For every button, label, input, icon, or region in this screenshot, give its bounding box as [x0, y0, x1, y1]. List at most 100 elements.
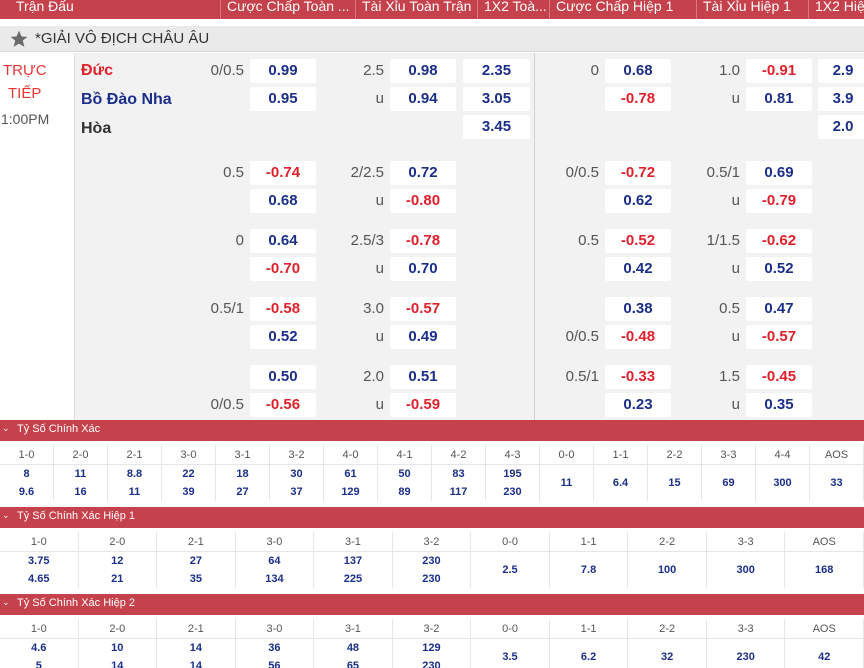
h1-odds-2-0[interactable]: -0.52 [605, 229, 671, 253]
hdp-odds-3-0[interactable]: -0.58 [250, 297, 316, 321]
h1ou-odds-4-1[interactable]: 0.35 [746, 393, 812, 417]
h1-odds-3-0[interactable]: 0.38 [605, 297, 671, 321]
h1ou-odds-1-0[interactable]: 0.69 [746, 161, 812, 185]
score-odds[interactable]: 100 [657, 564, 677, 576]
h1ou-odds-3-1[interactable]: -0.57 [746, 325, 812, 349]
col-1x2-h1[interactable]: 1X2 Hiệp [808, 0, 864, 19]
score-odds[interactable]: 15 [668, 477, 681, 489]
h1-odds-0-0[interactable]: 0.68 [605, 59, 671, 83]
score-odds-top[interactable]: 8 [23, 468, 30, 480]
col-match[interactable]: Trận Đấu [16, 0, 74, 14]
score-odds-top[interactable]: 137 [343, 555, 363, 567]
score-odds-top[interactable]: 12 [111, 555, 124, 567]
score-odds-bottom[interactable]: 9.6 [18, 486, 35, 498]
score-odds[interactable]: 3.5 [502, 651, 518, 663]
odds-1x2-draw[interactable]: 3.45 [463, 115, 530, 139]
h1-odds-4-1[interactable]: 0.23 [605, 393, 671, 417]
score-odds-top[interactable]: 129 [422, 642, 441, 654]
score-odds[interactable]: 300 [773, 477, 792, 489]
h1-odds-0-1[interactable]: -0.78 [605, 87, 671, 111]
col-1x2-full[interactable]: 1X2 Toà... [477, 0, 549, 19]
col-handicap-h1[interactable]: Cược Chấp Hiệp 1 [549, 0, 696, 19]
h1-odds-1-0[interactable]: -0.72 [605, 161, 671, 185]
score-odds-top[interactable]: 83 [452, 468, 465, 480]
section-header-correct-score-h1[interactable]: ⌄ Tỷ Số Chính Xác Hiệp 1 [0, 507, 864, 528]
h1-odds-2-1[interactable]: 0.42 [605, 257, 671, 281]
score-odds-bottom[interactable]: 14 [189, 660, 202, 668]
score-odds-top[interactable]: 3.75 [28, 555, 50, 567]
hdp-odds-2-1[interactable]: -0.70 [250, 257, 316, 281]
h1ou-odds-3-0[interactable]: 0.47 [746, 297, 812, 321]
ou-odds-0-1[interactable]: 0.94 [390, 87, 456, 111]
score-odds-bottom[interactable]: 89 [398, 486, 411, 498]
score-odds-bottom[interactable]: 129 [341, 486, 360, 498]
hdp-odds-0-1[interactable]: 0.95 [250, 87, 316, 111]
score-odds[interactable]: 42 [818, 651, 831, 663]
score-odds-bottom[interactable]: 27 [236, 486, 249, 498]
hdp-odds-0-0[interactable]: 0.99 [250, 59, 316, 83]
score-odds-bottom[interactable]: 56 [268, 660, 281, 668]
col-over-under-full[interactable]: Tài Xỉu Toàn Trận [355, 0, 477, 19]
home-team[interactable]: Đức [81, 62, 114, 79]
score-odds-top[interactable]: 4.6 [31, 642, 47, 654]
hdp-odds-1-1[interactable]: 0.68 [250, 189, 316, 213]
h1ou-odds-1-1[interactable]: -0.79 [746, 189, 812, 213]
score-odds-bottom[interactable]: 16 [74, 486, 87, 498]
ou-odds-3-1[interactable]: 0.49 [390, 325, 456, 349]
chevron-down-icon[interactable]: ⌄ [2, 510, 10, 520]
h1ou-odds-2-1[interactable]: 0.52 [746, 257, 812, 281]
ou-odds-0-0[interactable]: 0.98 [390, 59, 456, 83]
h1ou-odds-0-0[interactable]: -0.91 [746, 59, 812, 83]
ou-odds-4-0[interactable]: 0.51 [390, 365, 456, 389]
star-icon[interactable] [9, 29, 29, 49]
score-odds-top[interactable]: 18 [236, 468, 249, 480]
hdp-odds-3-1[interactable]: 0.52 [250, 325, 316, 349]
score-odds-top[interactable]: 61 [344, 468, 357, 480]
score-odds-bottom[interactable]: 225 [343, 573, 363, 585]
score-odds-bottom[interactable]: 230 [422, 660, 441, 668]
chevron-down-icon[interactable]: ⌄ [2, 423, 10, 433]
score-odds-bottom[interactable]: 230 [422, 573, 441, 585]
hdp-odds-4-1[interactable]: -0.56 [250, 393, 316, 417]
score-odds-bottom[interactable]: 14 [111, 660, 124, 668]
col-over-under-h1[interactable]: Tài Xỉu Hiệp 1 [696, 0, 808, 19]
odds-1x2-away[interactable]: 3.05 [463, 87, 530, 111]
score-odds-top[interactable]: 27 [189, 555, 202, 567]
score-odds-top[interactable]: 48 [346, 642, 360, 654]
score-odds-top[interactable]: 30 [290, 468, 303, 480]
section-header-correct-score-h2[interactable]: ⌄ Tỷ Số Chính Xác Hiệp 2 [0, 594, 864, 615]
score-odds[interactable]: 300 [736, 564, 755, 576]
ou-odds-4-1[interactable]: -0.59 [390, 393, 456, 417]
h1ou-odds-4-0[interactable]: -0.45 [746, 365, 812, 389]
ou-odds-2-1[interactable]: 0.70 [390, 257, 456, 281]
score-odds-bottom[interactable]: 35 [189, 573, 202, 585]
score-odds[interactable]: 7.8 [580, 564, 597, 576]
h1-odds-3-1[interactable]: -0.48 [605, 325, 671, 349]
score-odds[interactable]: 168 [815, 564, 834, 576]
odds-1x2-h1-draw[interactable]: 2.0 [818, 115, 864, 139]
score-odds[interactable]: 6.4 [612, 477, 629, 489]
score-odds-top[interactable]: 195 [503, 468, 522, 480]
score-odds-bottom[interactable]: 230 [503, 486, 522, 498]
odds-1x2-h1-home[interactable]: 2.9 [818, 59, 864, 83]
section-header-correct-score[interactable]: ⌄ Tỷ Số Chính Xác [0, 420, 864, 441]
score-odds-top[interactable]: 11 [74, 468, 87, 480]
odds-1x2-home[interactable]: 2.35 [463, 59, 530, 83]
score-odds-top[interactable]: 8.8 [126, 468, 143, 480]
ou-odds-3-0[interactable]: -0.57 [390, 297, 456, 321]
col-handicap-full[interactable]: Cược Chấp Toàn ... [220, 0, 355, 19]
h1ou-odds-2-0[interactable]: -0.62 [746, 229, 812, 253]
score-odds-top[interactable]: 14 [189, 642, 202, 654]
score-odds[interactable]: 33 [830, 477, 843, 489]
score-odds-bottom[interactable]: 39 [182, 486, 195, 498]
hdp-odds-2-0[interactable]: 0.64 [250, 229, 316, 253]
hdp-odds-4-0[interactable]: 0.50 [250, 365, 316, 389]
ou-odds-1-0[interactable]: 0.72 [390, 161, 456, 185]
score-odds-top[interactable]: 22 [182, 468, 195, 480]
ou-odds-2-0[interactable]: -0.78 [390, 229, 456, 253]
score-odds[interactable]: 6.2 [580, 651, 597, 663]
score-odds-top[interactable]: 10 [111, 642, 124, 654]
score-odds[interactable]: 69 [722, 477, 735, 489]
chevron-down-icon[interactable]: ⌄ [2, 597, 10, 607]
hdp-odds-1-0[interactable]: -0.74 [250, 161, 316, 185]
